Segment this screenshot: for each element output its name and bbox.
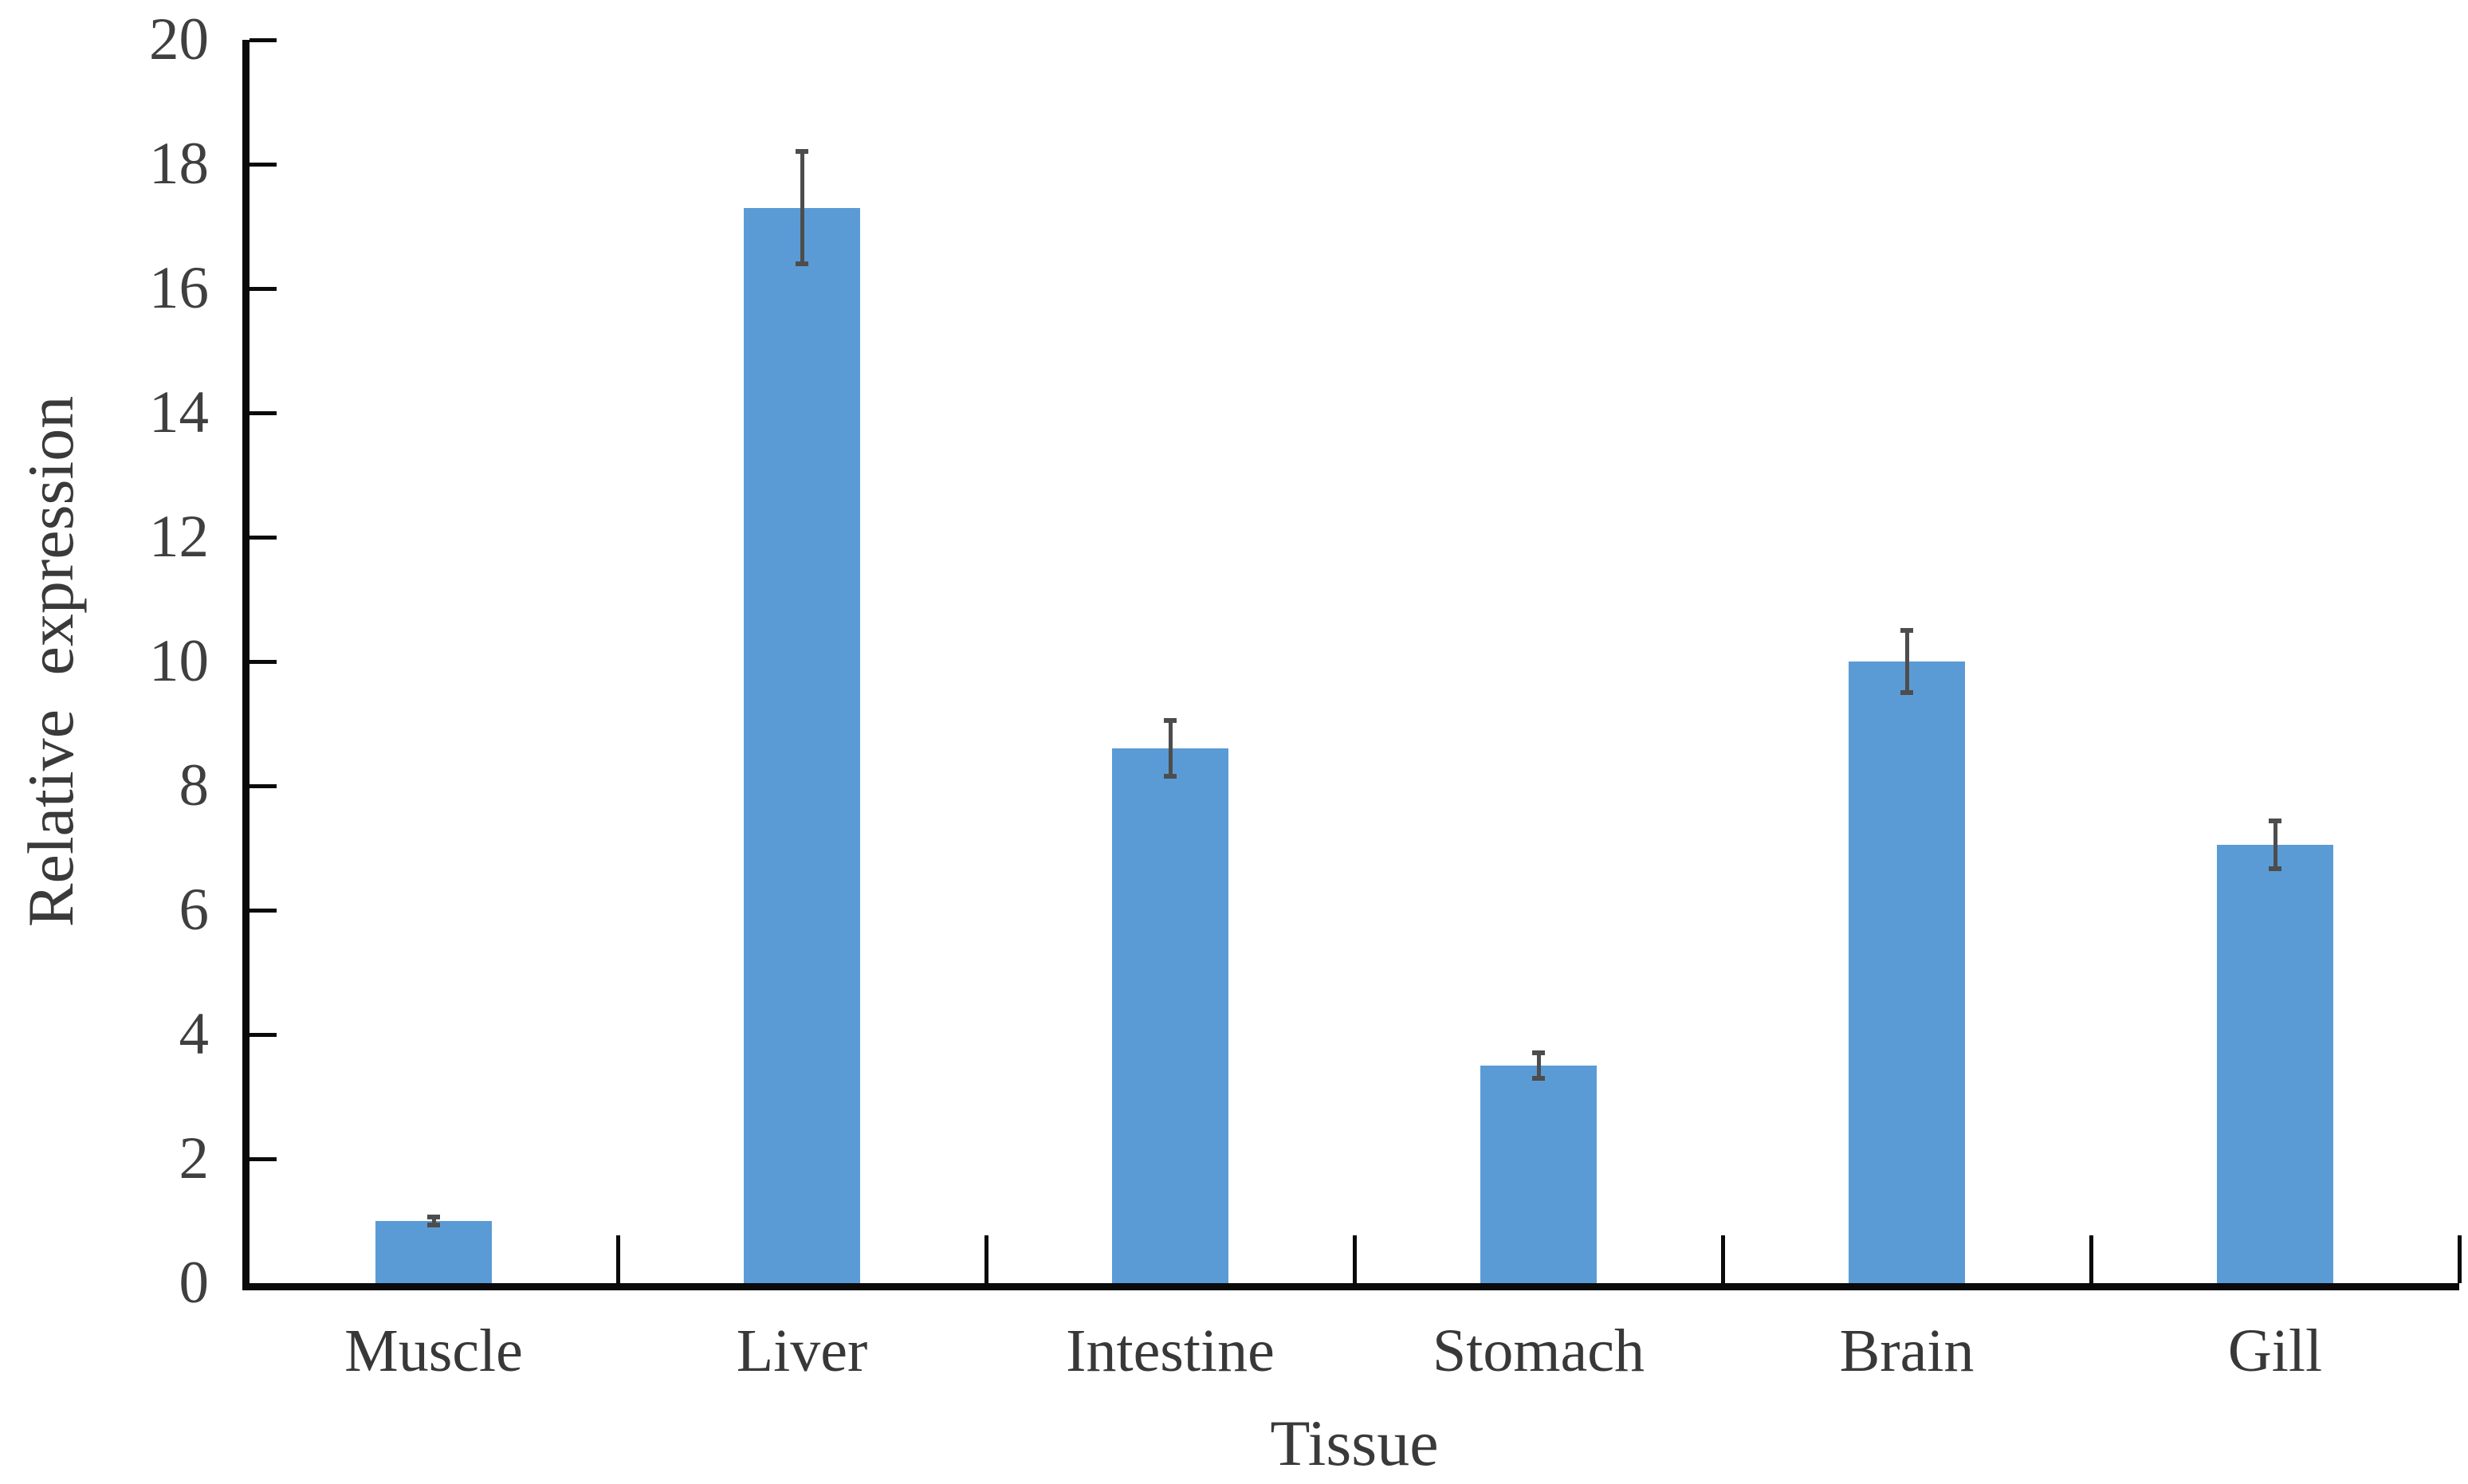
x-axis-title: Tissue [1270, 1407, 1439, 1479]
bar-liver [744, 207, 860, 1283]
y-tick [250, 286, 277, 291]
error-bar-cap-bottom-liver [796, 261, 808, 266]
y-tick [250, 37, 277, 42]
error-bar-cap-top-muscle [427, 1214, 440, 1219]
x-tick [984, 1235, 988, 1283]
y-tick-label-4: 4 [179, 1001, 210, 1067]
y-tick [250, 1156, 277, 1161]
category-label-gill: Gill [2227, 1317, 2323, 1384]
x-tick [1720, 1235, 1725, 1283]
error-bar-line-brain [1904, 630, 1909, 693]
x-tick [2457, 1235, 2462, 1283]
bar-gill [2217, 845, 2333, 1283]
error-bar-line-muscle [431, 1216, 436, 1226]
category-label-intestine: Intestine [1066, 1317, 1275, 1384]
y-tick [250, 783, 277, 788]
error-bar-cap-top-brain [1900, 628, 1913, 633]
y-tick-label-16: 16 [149, 255, 209, 321]
error-bar-cap-top-intestine [1164, 718, 1177, 724]
error-bar-cap-bottom-stomach [1532, 1075, 1545, 1081]
x-tick [615, 1235, 620, 1283]
error-bar-cap-top-liver [796, 149, 808, 155]
x-tick [2089, 1235, 2093, 1283]
y-tick [250, 908, 277, 913]
y-tick-label-2: 2 [179, 1125, 210, 1192]
error-bar-cap-bottom-muscle [427, 1223, 440, 1228]
error-bar-cap-top-gill [2269, 819, 2281, 824]
error-bar-cap-top-stomach [1532, 1050, 1545, 1056]
bar-intestine [1112, 748, 1228, 1283]
bar-brain [1849, 662, 1965, 1283]
error-bar-line-stomach [1536, 1053, 1541, 1078]
y-tick-label-0: 0 [179, 1250, 210, 1316]
y-tick-label-6: 6 [179, 877, 210, 943]
error-bar-line-intestine [1168, 720, 1173, 777]
error-bar-cap-bottom-gill [2269, 866, 2281, 871]
error-bar-line-gill [2273, 821, 2277, 869]
y-axis-line [242, 40, 250, 1290]
y-tick-label-10: 10 [149, 628, 209, 694]
y-tick [250, 1032, 277, 1037]
y-tick-label-20: 20 [149, 6, 209, 73]
y-tick-label-8: 8 [179, 752, 210, 819]
category-label-muscle: Muscle [344, 1317, 523, 1384]
y-tick [250, 162, 277, 167]
y-tick [250, 659, 277, 664]
y-tick-label-12: 12 [149, 504, 209, 570]
error-bar-cap-bottom-brain [1900, 690, 1913, 695]
x-tick [1352, 1235, 1357, 1283]
error-bar-cap-bottom-intestine [1164, 774, 1177, 779]
error-bar-line-liver [800, 151, 804, 264]
y-tick-label-14: 14 [149, 379, 209, 446]
category-label-stomach: Stomach [1432, 1317, 1645, 1384]
category-label-brain: Brain [1839, 1317, 1975, 1384]
bar-muscle [375, 1221, 492, 1283]
x-axis-line [242, 1283, 2459, 1290]
y-tick [250, 535, 277, 540]
y-tick [250, 410, 277, 415]
bar-stomach [1480, 1066, 1597, 1283]
category-label-liver: Liver [736, 1317, 868, 1384]
y-tick-label-18: 18 [149, 131, 209, 197]
